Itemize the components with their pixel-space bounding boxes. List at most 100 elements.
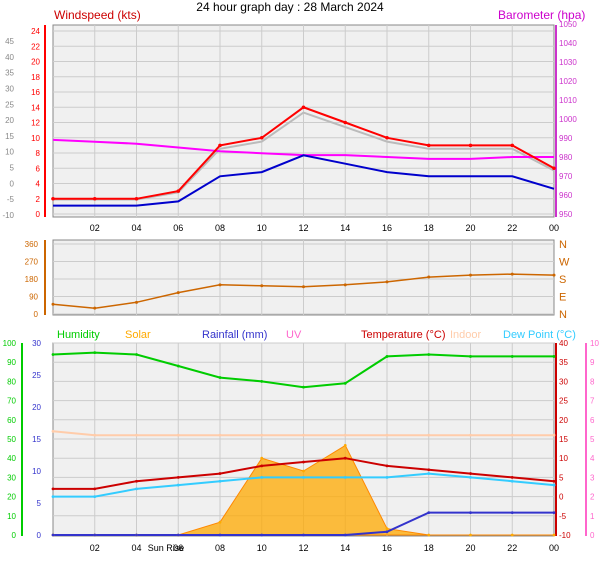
wind-point [343,120,348,125]
climate-point [427,433,431,437]
direction-point [510,272,514,276]
climate-point [469,433,472,437]
climate-point [93,495,97,498]
direction-compass-label: E [559,292,566,304]
climate-point [260,464,264,468]
wind-outer-tick-label: -10 [2,211,14,220]
x-tick-label: 04 [131,223,141,233]
direction-tick-label: 90 [29,293,38,302]
humidity-tick-label: 60 [7,416,16,425]
wind-outer-tick-label: -5 [7,195,15,204]
x-tick-label: 20 [465,223,475,233]
direction-point [385,280,389,284]
direction-point [469,273,472,277]
wind-point [218,143,222,148]
direction-point [135,300,138,304]
climate-point [510,476,514,479]
baro-tick-label: 1000 [559,115,577,124]
climate-point [343,533,347,537]
wind-tick-label: 10 [31,134,40,143]
temp-tick-label: 25 [559,397,568,406]
x-tick-label: 18 [424,543,434,553]
baro-tick-label: 1040 [559,39,577,48]
wind-point [468,143,473,148]
x-tick-label: 20 [465,543,475,553]
climate-point [469,355,472,358]
x-tick-label: 16 [382,543,392,553]
climate-point [135,433,138,437]
legend-item: UV [286,329,302,341]
climate-point [51,429,55,433]
temp-tick-label: -10 [559,531,571,540]
wind-axes: 242220181614121086420454035302520151050-… [2,20,577,220]
baro-tick-label: 950 [559,210,573,219]
temp-tick-label: 0 [559,493,564,502]
temp-tick-label: 5 [559,473,564,482]
wind-series [51,105,556,207]
wind-point [510,143,515,148]
direction-tick-label: 180 [25,275,39,284]
wind-tick-label: 8 [36,149,41,158]
baro-tick-label: 990 [559,134,573,143]
direction-compass-label: N [559,239,567,251]
climate-point [93,433,97,437]
x-tick-label: 22 [507,543,517,553]
x-tick-label: 06 [173,223,183,233]
wind-tick-label: 20 [31,58,40,67]
temp-tick-label: 15 [559,435,568,444]
climate-point [260,533,264,537]
x-tick-label: 10 [257,543,267,553]
climate-point [51,495,55,498]
climate-point [218,433,222,437]
direction-point [302,285,305,289]
wind-outer-tick-label: 35 [5,69,14,78]
climate-point [93,487,97,491]
uv-tick-label: 8 [590,377,595,386]
climate-point [218,472,222,475]
wind-point [176,189,181,193]
humidity-tick-label: 20 [7,493,16,502]
wind-tick-label: 6 [36,164,41,173]
climate-point [176,364,180,368]
x-tick-label: 22 [507,223,517,233]
climate-point [552,483,556,487]
uv-tick-label: 9 [590,358,595,367]
climate-point [427,353,431,356]
humidity-tick-label: 70 [7,397,16,406]
wind-point [134,196,139,201]
wind-point [385,135,389,140]
wind-point [301,105,306,110]
climate-point [427,468,431,472]
climate-point [343,381,347,385]
climate-point [343,456,347,460]
rain-tick-label: 30 [32,339,41,348]
climate-legend: Humidity Solar Rainfall (mm) UV Temperature … [57,329,576,341]
climate-point [260,433,264,437]
climate-point [552,479,556,483]
climate-point [302,385,305,389]
x-tick-label: 18 [424,223,434,233]
climate-point [302,533,305,537]
uv-tick-label: 3 [590,473,595,482]
direction-point [218,283,222,287]
climate-point [93,533,97,537]
climate-point [552,355,556,358]
direction-tick-label: 270 [25,258,39,267]
direction-point [552,273,556,277]
wind-tick-label: 4 [36,180,41,189]
direction-tick-label: 0 [34,310,39,319]
climate-point [552,433,556,437]
temp-tick-label: 10 [559,454,568,463]
legend-item: Solar [125,329,151,341]
wind-outer-tick-label: 30 [5,84,14,93]
climate-point [385,530,389,534]
climate-point [302,433,305,437]
legend-item: Indoor [450,329,482,341]
temp-tick-label: -5 [559,512,567,521]
uv-tick-label: 0 [590,531,595,540]
climate-point [302,460,305,464]
direction-grid [53,240,554,315]
uv-tick-label: 4 [590,454,595,463]
climate-point [343,433,347,437]
